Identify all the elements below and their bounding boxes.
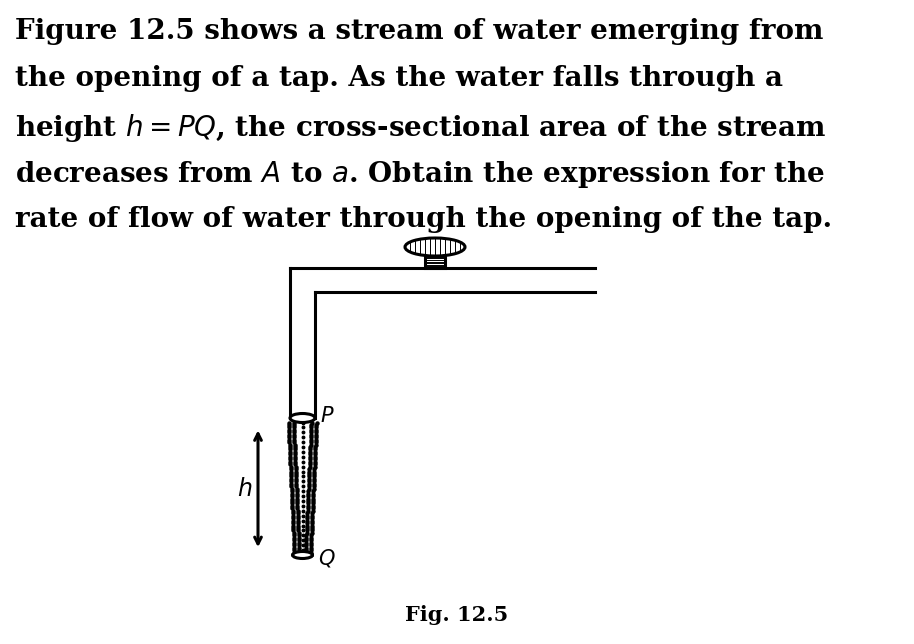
- Text: Figure 12.5 shows a stream of water emerging from: Figure 12.5 shows a stream of water emer…: [15, 18, 824, 45]
- Text: rate of flow of water through the opening of the tap.: rate of flow of water through the openin…: [15, 206, 832, 233]
- Text: height $h = PQ$, the cross-sectional area of the stream: height $h = PQ$, the cross-sectional are…: [15, 112, 826, 144]
- Text: the opening of a tap. As the water falls through a: the opening of a tap. As the water falls…: [15, 65, 783, 92]
- Text: $Q$: $Q$: [318, 547, 336, 569]
- Bar: [425, 252, 445, 268]
- Text: $h$: $h$: [238, 477, 252, 501]
- Text: $P$: $P$: [320, 406, 335, 426]
- Ellipse shape: [292, 551, 313, 558]
- Text: Fig. 12.5: Fig. 12.5: [406, 605, 508, 625]
- Text: decreases from $A$ to $a$. Obtain the expression for the: decreases from $A$ to $a$. Obtain the ex…: [15, 159, 825, 190]
- Ellipse shape: [405, 238, 465, 256]
- Ellipse shape: [290, 413, 315, 422]
